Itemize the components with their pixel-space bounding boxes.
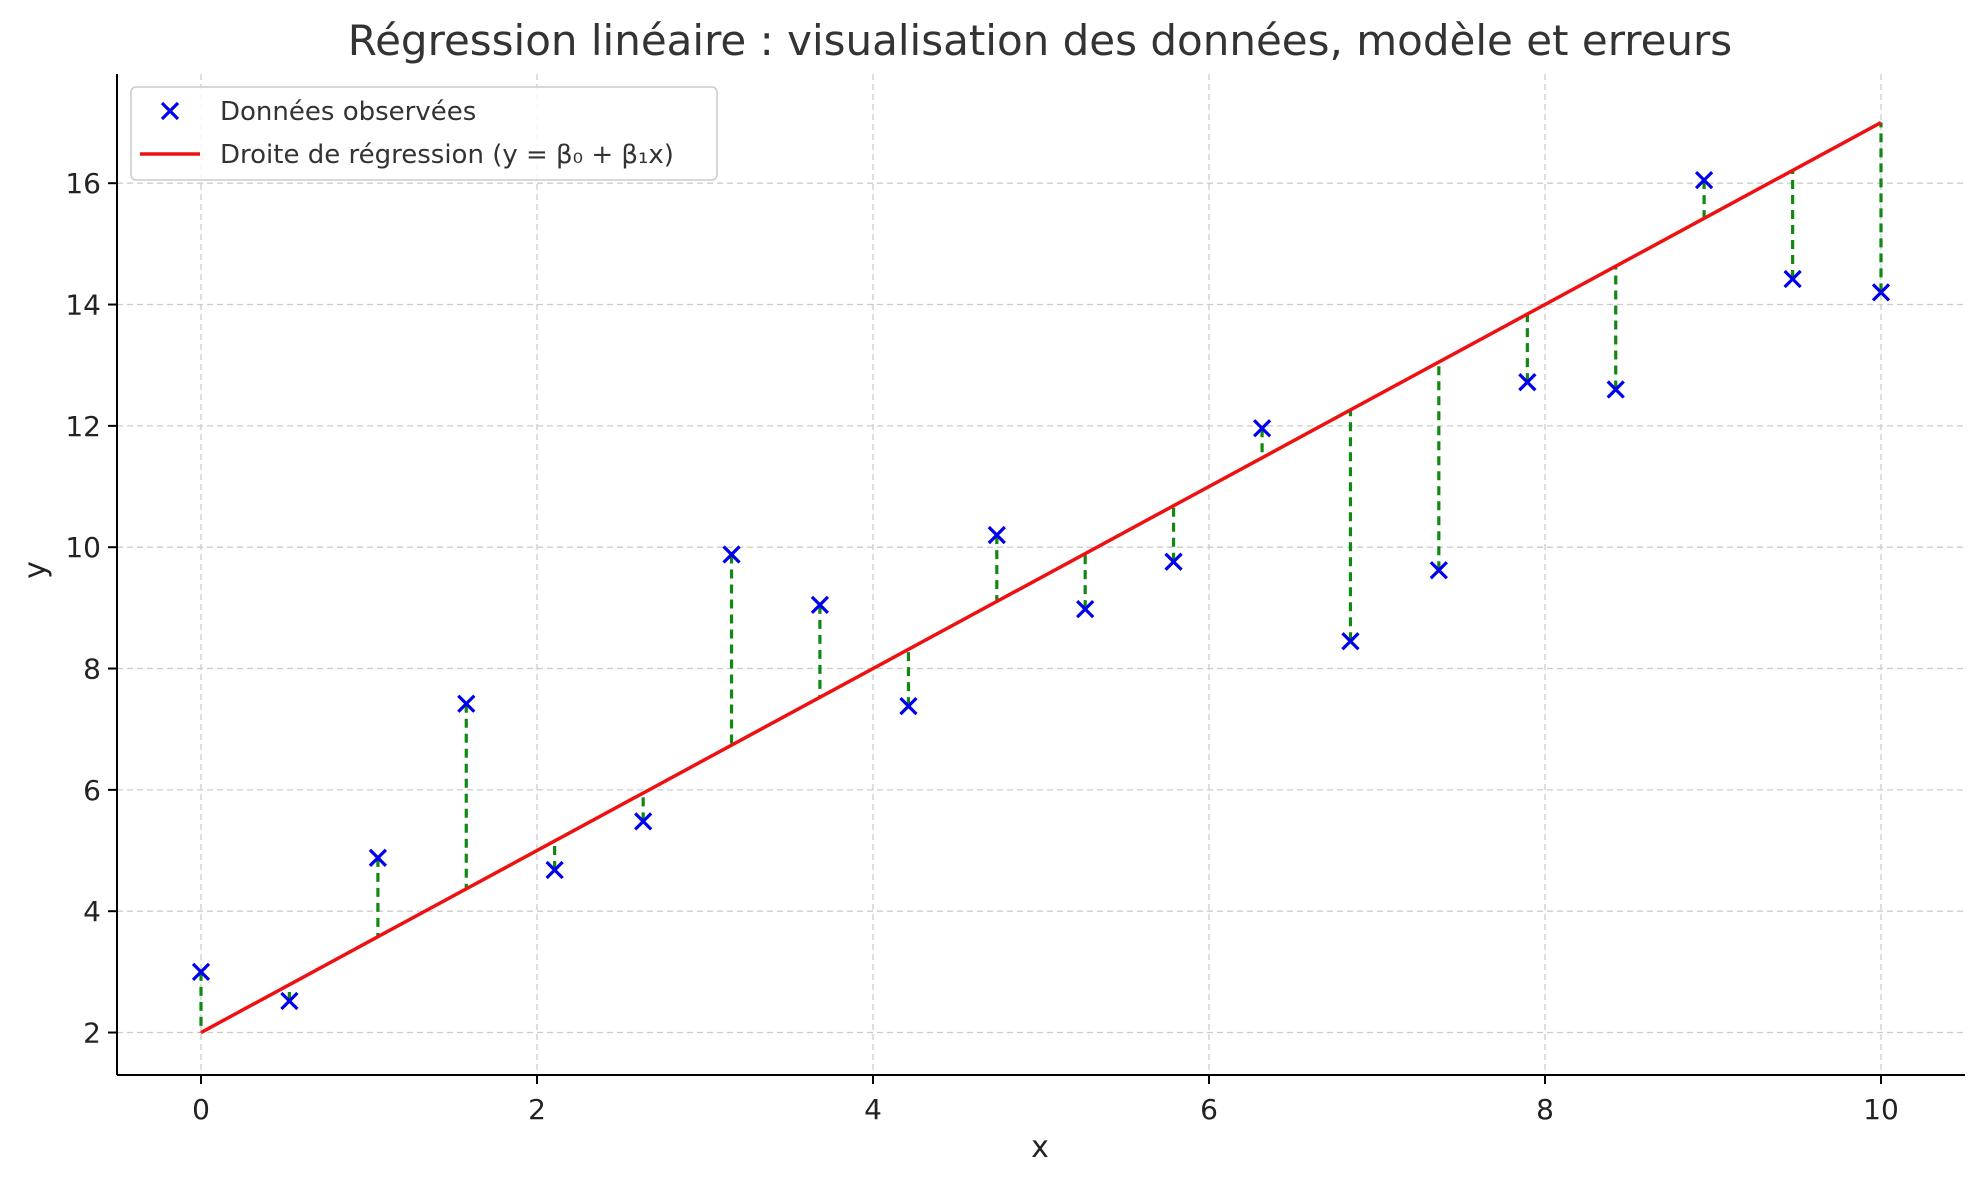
x-tick-label: 8	[1536, 1093, 1554, 1126]
y-axis-label: y	[18, 561, 53, 579]
x-marker-stroke	[1252, 419, 1272, 438]
legend-marker-scatter	[160, 101, 180, 121]
data-point	[280, 991, 299, 1011]
x-tick-label: 6	[1200, 1093, 1218, 1126]
x-marker-stroke	[1783, 269, 1802, 289]
data-point	[457, 694, 476, 713]
data-point	[191, 962, 211, 981]
x-tick-label: 4	[864, 1093, 882, 1126]
x-axis-label: x	[1031, 1130, 1049, 1165]
x-marker-stroke	[634, 812, 653, 831]
x-marker-stroke	[899, 697, 918, 716]
y-tick-label: 12	[65, 410, 101, 443]
data-point	[899, 697, 918, 716]
data-point	[634, 812, 653, 831]
legend-label-regression: Droite de régression (y = β₀ + β₁x)	[220, 140, 674, 170]
x-marker-stroke	[1694, 171, 1714, 190]
x-ticks: 0 2 4 6 8 10	[192, 1075, 1899, 1126]
data-points	[191, 171, 1891, 1011]
legend-scatter-x	[160, 101, 180, 121]
x-marker-stroke	[280, 991, 299, 1011]
data-point	[1694, 171, 1714, 190]
x-marker-stroke	[545, 860, 564, 880]
x-marker-stroke	[160, 101, 180, 121]
x-tick-label: 10	[1863, 1093, 1899, 1126]
legend-box	[130, 86, 718, 181]
x-marker-stroke	[368, 848, 388, 867]
x-marker-stroke	[722, 545, 741, 564]
x-marker-stroke	[987, 525, 1006, 545]
y-tick-label: 14	[65, 289, 101, 322]
data-point	[1076, 599, 1095, 619]
x-marker-stroke	[1341, 632, 1360, 651]
y-tick-label: 6	[83, 774, 101, 807]
data-point	[722, 545, 741, 564]
y-ticks: 2 4 6 8 10 12 14 16	[65, 167, 117, 1050]
data-point	[1164, 552, 1183, 571]
x-marker-stroke	[810, 595, 830, 614]
data-point	[1341, 632, 1360, 651]
x-tick-label: 2	[528, 1093, 546, 1126]
data-point	[1252, 419, 1272, 438]
data-point	[368, 848, 388, 867]
data-point	[1871, 283, 1891, 302]
x-marker-stroke	[1518, 373, 1537, 392]
x-tick-label: 0	[192, 1093, 210, 1126]
regression-line	[200, 120, 1882, 1035]
legend: Données observées Droite de régression (…	[130, 86, 718, 181]
x-marker-stroke	[1076, 599, 1095, 619]
y-tick-label: 16	[65, 167, 101, 200]
data-point	[1606, 380, 1625, 399]
x-marker-stroke	[1429, 561, 1448, 580]
data-point	[1429, 561, 1448, 580]
x-marker-stroke	[1871, 283, 1891, 302]
x-marker-stroke	[1606, 380, 1625, 399]
y-tick-label: 10	[65, 531, 101, 564]
regression-line-segment	[200, 120, 1882, 1035]
y-tick-label: 4	[83, 895, 101, 928]
data-point	[987, 525, 1006, 545]
data-point	[545, 860, 564, 880]
x-marker-stroke	[191, 962, 211, 981]
data-point	[1783, 269, 1802, 289]
x-marker-stroke	[1164, 552, 1183, 571]
data-point	[1518, 373, 1537, 392]
residual-lines	[199, 122, 1883, 1033]
chart-title: Régression linéaire : visualisation des …	[348, 16, 1732, 65]
axes	[116, 74, 1965, 1076]
y-tick-label: 8	[83, 653, 101, 686]
grid	[117, 74, 1965, 1075]
x-marker-stroke	[457, 694, 476, 713]
legend-label-observed: Données observées	[220, 97, 476, 127]
y-tick-label: 2	[83, 1017, 101, 1050]
data-point	[810, 595, 830, 614]
